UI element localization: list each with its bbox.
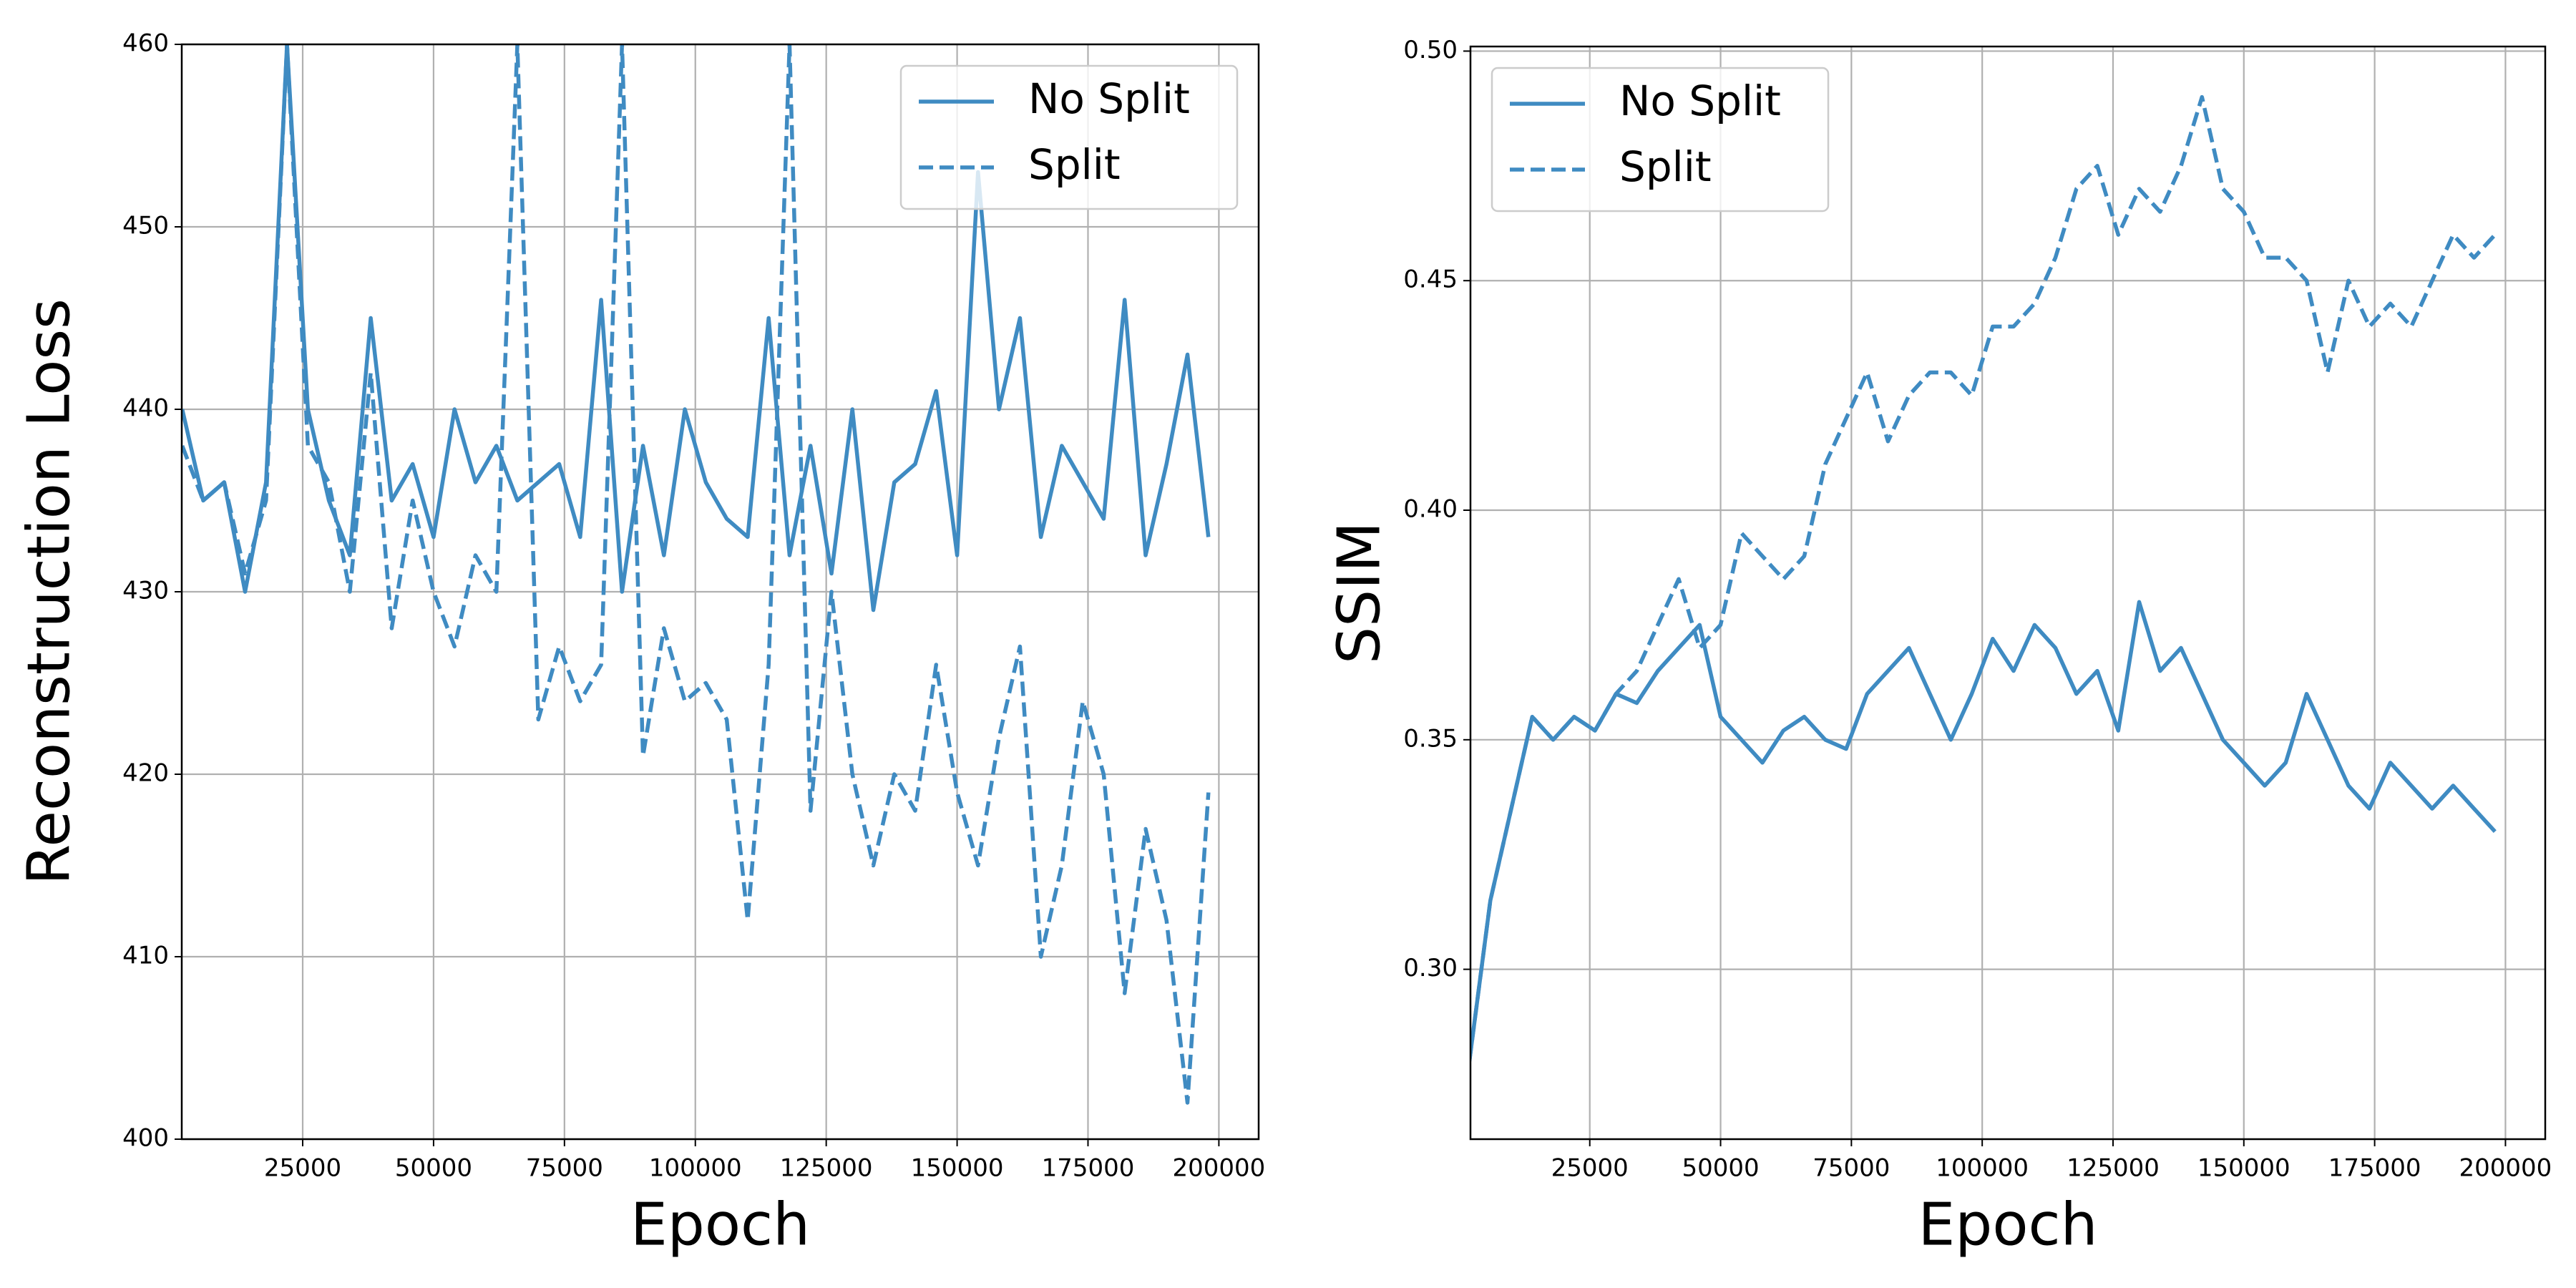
legend: No Split Split <box>1491 67 1830 213</box>
y-tick-label: 450 <box>122 212 169 240</box>
y-axis-label: Reconstruction Loss <box>15 298 83 885</box>
series-line <box>1470 94 2497 1062</box>
lines <box>182 44 1211 1105</box>
axes-frame <box>1469 45 2547 1141</box>
series-line <box>182 44 1211 613</box>
y-tick-label: 440 <box>122 394 169 423</box>
y-tick-label: 420 <box>122 759 169 788</box>
legend-label: Split <box>1028 140 1121 189</box>
x-axis-label: Epoch <box>1918 1191 2097 1259</box>
x-tick-label: 200000 <box>2459 1154 2552 1183</box>
x-tick-label: 75000 <box>1813 1154 1890 1183</box>
y-tick-label: 410 <box>122 942 169 970</box>
y-tick-label: 430 <box>122 577 169 605</box>
subplot: 25000 50000 75000 100000 125000 150000 175000 2… <box>1325 36 2552 1259</box>
x-tick-label: 50000 <box>1682 1154 1759 1183</box>
x-tick-label: 175000 <box>2328 1154 2421 1183</box>
x-tick-label: 100000 <box>649 1154 742 1183</box>
y-axis-label: SSIM <box>1325 522 1393 664</box>
y-tick-label: 0.50 <box>1403 36 1458 64</box>
series-line <box>1470 600 2497 1062</box>
y-tick-label: 0.35 <box>1403 724 1458 753</box>
legend-label: Split <box>1619 142 1712 191</box>
x-tick-label: 125000 <box>780 1154 873 1183</box>
y-tick-label: 0.45 <box>1403 265 1458 294</box>
x-axis-label: Epoch <box>630 1191 810 1259</box>
x-tick-label: 25000 <box>1551 1154 1629 1183</box>
x-tick-label: 25000 <box>264 1154 341 1183</box>
x-tick-label: 50000 <box>395 1154 472 1183</box>
axes-frame <box>180 43 1260 1141</box>
series-line <box>182 44 1211 1105</box>
y-tick-label: 0.40 <box>1403 495 1458 524</box>
subplot: 25000 50000 75000 100000 125000 150000 175000 2… <box>15 29 1265 1259</box>
lines <box>1470 94 2497 1062</box>
legend-label: No Split <box>1619 77 1781 125</box>
x-tick-label: 100000 <box>1936 1154 2029 1183</box>
x-tick-label: 75000 <box>526 1154 603 1183</box>
y-tick-label: 400 <box>122 1124 169 1153</box>
legend: No Split Split <box>899 64 1239 210</box>
x-tick-label: 200000 <box>1172 1154 1265 1183</box>
x-tick-label: 175000 <box>1042 1154 1135 1183</box>
x-tick-label: 150000 <box>2197 1154 2290 1183</box>
y-tick-label: 460 <box>122 29 169 58</box>
x-tick-label: 125000 <box>2067 1154 2160 1183</box>
x-tick-label: 150000 <box>911 1154 1004 1183</box>
y-tick-label: 0.30 <box>1403 954 1458 982</box>
legend-label: No Split <box>1028 74 1190 123</box>
